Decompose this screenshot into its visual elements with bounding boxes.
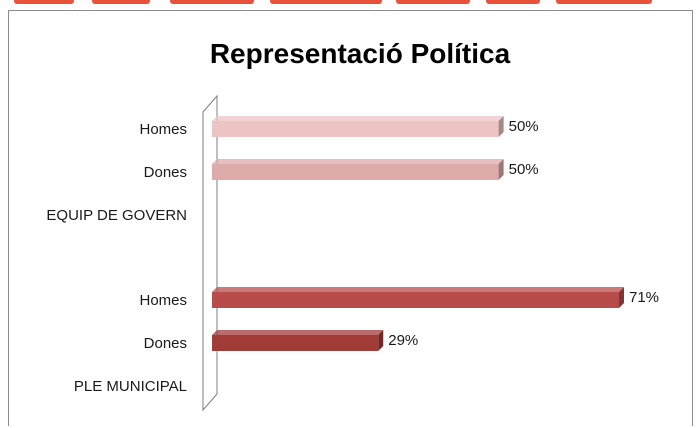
- bar: [212, 116, 504, 137]
- bar-end-face: [619, 287, 624, 308]
- category-label: EQUIP DE GOVERN: [46, 207, 187, 224]
- bar: [212, 330, 384, 351]
- chart-frame: [8, 10, 693, 426]
- value-label: 29%: [388, 332, 418, 349]
- value-label: 50%: [509, 161, 539, 178]
- bar-top-face: [212, 159, 504, 164]
- bar-front-face: [212, 164, 499, 180]
- bar-front-face: [212, 121, 499, 137]
- category-label: Dones: [144, 164, 187, 181]
- axis-wall: [202, 94, 218, 412]
- value-label: 50%: [509, 118, 539, 135]
- bar: [212, 287, 624, 308]
- category-label: Homes: [139, 121, 187, 138]
- bar-front-face: [212, 335, 379, 351]
- bar-front-face: [212, 292, 619, 308]
- bar-top-face: [212, 287, 624, 292]
- value-label: 71%: [629, 289, 659, 306]
- bar-top-face: [212, 116, 504, 121]
- category-label: PLE MUNICIPAL: [74, 378, 187, 395]
- category-label: Homes: [139, 292, 187, 309]
- bars-group: [212, 116, 624, 351]
- category-labels: PLE MUNICIPAL Dones Homes EQUIP DE GOVERN Do…: [46, 121, 187, 395]
- chart-title: Representació Política: [210, 38, 511, 69]
- category-label: Dones: [144, 335, 187, 352]
- bar-top-face: [212, 330, 384, 335]
- bar-end-face: [498, 159, 504, 180]
- top-accent-strip: [0, 0, 698, 10]
- bar-end-face: [498, 116, 504, 137]
- bar: [212, 159, 504, 180]
- value-labels: 29% 71% 50% 50%: [388, 118, 659, 349]
- category-axis-wall: [202, 94, 218, 412]
- bar-end-face: [378, 330, 384, 351]
